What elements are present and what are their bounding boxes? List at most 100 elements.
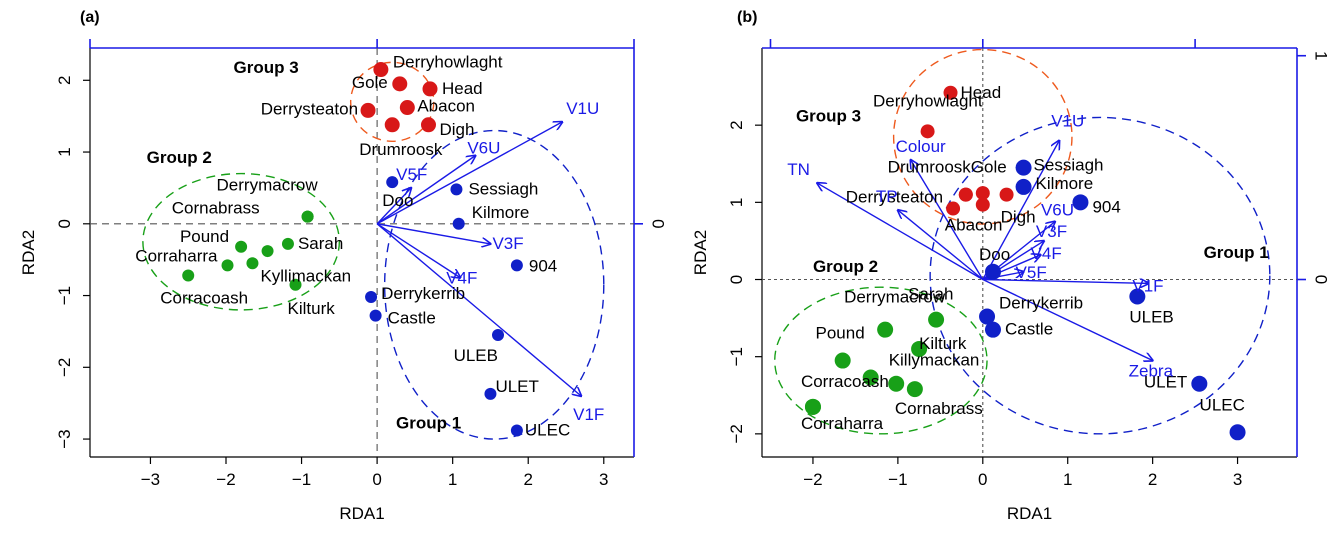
- site-label: Corraharra: [801, 414, 884, 433]
- site-point: [1015, 178, 1032, 195]
- vector-label: V1F: [573, 405, 604, 424]
- site-label: Digh: [439, 120, 474, 139]
- site-point: [369, 309, 382, 322]
- panel-a: (a) 0 −3 −2 −1 0 1 2 3 −3 −2 −1 0 1 2 RDA1 RDA2 Derryhowl…: [19, 9, 668, 523]
- site-point: [975, 186, 990, 201]
- vector-label: V3F: [492, 234, 523, 253]
- site-point: [911, 340, 928, 357]
- site-label: Pound: [180, 227, 229, 246]
- site-label: Derrykerrib: [381, 284, 465, 303]
- x-tick-label: −2: [803, 470, 822, 489]
- x-tick-label: 0: [372, 470, 381, 489]
- vector-label: V5F: [396, 165, 427, 184]
- site-point: [946, 201, 961, 216]
- site-point: [450, 183, 463, 196]
- panel-label: (b): [737, 9, 757, 26]
- site-point: [834, 352, 851, 369]
- site-point: [399, 100, 415, 116]
- site-point: [979, 308, 996, 325]
- x-tick-label: 2: [1148, 470, 1157, 489]
- site-label: Doo: [979, 245, 1010, 264]
- y-tick-label: −1: [55, 286, 74, 305]
- site-point: [360, 102, 376, 118]
- right-tick-label: 1: [1312, 51, 1331, 60]
- site-label: Castle: [1005, 320, 1053, 339]
- site-point: [984, 321, 1001, 338]
- site-label: Kilturk: [288, 299, 336, 318]
- site-point: [484, 387, 497, 400]
- y-tick-label: 1: [727, 198, 746, 207]
- site-label: Drumroosk: [888, 158, 972, 177]
- site-label: 904: [529, 256, 557, 275]
- site-label: Derrysteaton: [261, 99, 358, 118]
- vector-label: Zebra: [1129, 362, 1174, 381]
- site-label: ULEC: [525, 420, 570, 439]
- x-tick-label: −3: [141, 470, 160, 489]
- y-tick-label: −2: [55, 358, 74, 377]
- x-tick-label: 3: [1233, 470, 1242, 489]
- site-point: [1191, 375, 1208, 392]
- site-label: Kyllimackan: [260, 266, 351, 285]
- panel-label: (a): [80, 9, 100, 26]
- x-tick-label: −2: [216, 470, 235, 489]
- vector-label: V4F: [1031, 244, 1062, 263]
- site-label: Abacon: [417, 97, 475, 116]
- y-axis-label: RDA2: [691, 230, 710, 275]
- vector-arrow: [911, 160, 984, 280]
- vector-label: TP: [876, 187, 898, 206]
- site-point: [804, 398, 821, 415]
- group-label: Group 1: [1204, 243, 1269, 262]
- site-point: [975, 197, 990, 212]
- site-label: Derryhowlaght: [393, 53, 503, 72]
- site-label: Kilmore: [472, 203, 530, 222]
- x-tick-label: 1: [448, 470, 457, 489]
- vector-arrow: [376, 188, 411, 225]
- vector-label: V1U: [566, 99, 599, 118]
- site-point: [862, 369, 879, 386]
- x-tick-label: −1: [292, 470, 311, 489]
- group-label: Group 3: [234, 58, 299, 77]
- group-label: Group 1: [396, 413, 461, 432]
- site-label: Cornabrass: [172, 199, 260, 218]
- y-tick-label: −3: [55, 429, 74, 448]
- y-tick-label: −2: [727, 424, 746, 443]
- site-label: Drumroosk: [359, 140, 443, 159]
- site-point: [877, 321, 894, 338]
- group-ellipse: [349, 61, 435, 142]
- site-label: ULET: [495, 377, 538, 396]
- site-label: ULET: [1144, 373, 1187, 392]
- site-point: [943, 85, 958, 100]
- site-label: Derrysteaton: [846, 188, 943, 207]
- site-label: Derrykerrib: [999, 294, 1083, 313]
- site-label: Derryhowlaght: [873, 91, 983, 110]
- site-point: [1015, 159, 1032, 176]
- right-tick-label: 0: [649, 219, 668, 228]
- group-label: Group 3: [796, 106, 861, 125]
- site-label: Derrymacrow: [844, 288, 946, 307]
- plot-area: [774, 48, 1271, 441]
- site-point: [365, 290, 378, 303]
- y-tick-label: 2: [55, 76, 74, 85]
- site-point: [301, 210, 314, 223]
- y-tick-label: 0: [55, 219, 74, 228]
- x-tick-label: 3: [599, 470, 608, 489]
- vector-label: V6U: [467, 139, 500, 158]
- site-point: [221, 259, 234, 272]
- site-point: [958, 187, 973, 202]
- vector-arrow: [982, 278, 1153, 361]
- site-label: Head: [961, 83, 1002, 102]
- site-label: Corraharra: [135, 246, 218, 265]
- group-ellipse: [892, 48, 1073, 225]
- site-label: Sessiagh: [1034, 156, 1104, 175]
- site-label: Gole: [971, 158, 1007, 177]
- vector-arrow: [982, 280, 1149, 284]
- y-tick-label: 1: [55, 147, 74, 156]
- site-label: Derrymacrow: [217, 176, 319, 195]
- site-point: [373, 62, 389, 78]
- group-label: Group 2: [813, 257, 878, 276]
- site-label: ULEB: [454, 346, 498, 365]
- site-label: Sessiagh: [468, 179, 538, 198]
- site-point: [984, 263, 1001, 280]
- y-tick-label: −1: [727, 347, 746, 366]
